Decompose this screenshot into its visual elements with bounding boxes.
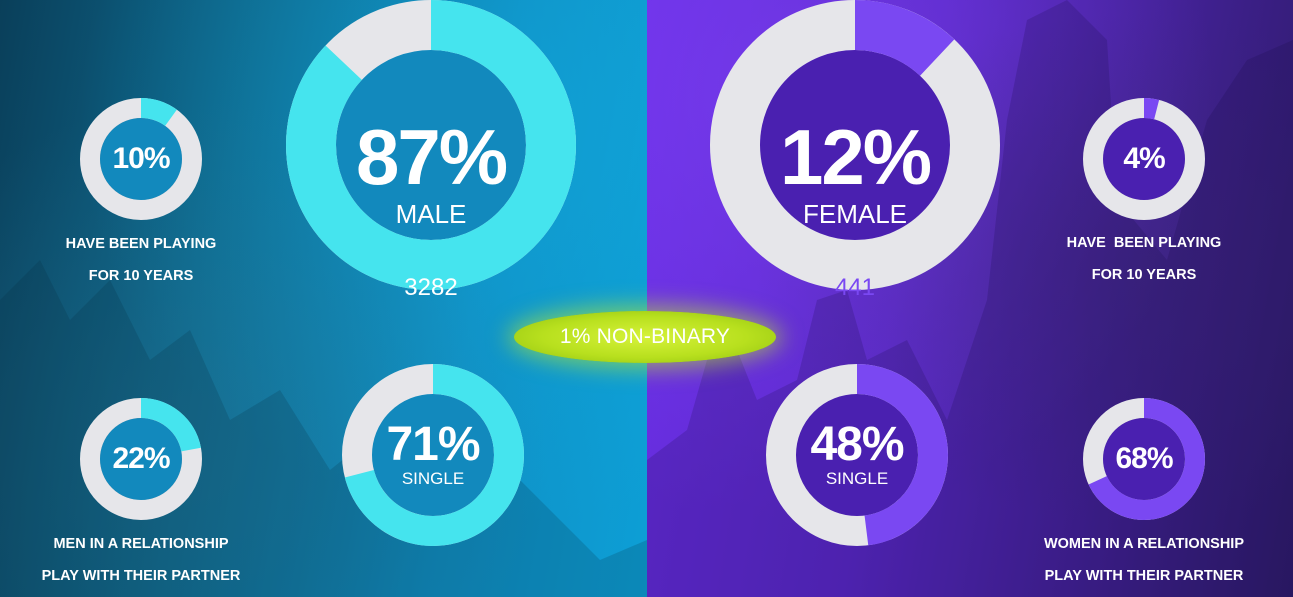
female-relationship-caption-line1: WOMEN IN A RELATIONSHIP (1043, 536, 1245, 552)
male-single-sublabel: SINGLE (401, 469, 465, 488)
donut-svg (80, 398, 202, 520)
female-relationship-percent: 68% (1115, 442, 1173, 475)
female-veteran-caption-line2: FOR 10 YEARS (1091, 267, 1197, 283)
donut-value-arc (342, 364, 524, 546)
male-relationship-caption-line2: PLAY WITH THEIR PARTNER (41, 568, 241, 584)
donut-value-arc (80, 98, 202, 220)
male-veteran-donut (80, 98, 202, 220)
donut-value-arc (1083, 398, 1205, 520)
female-veteran-caption-line1: HAVE BEEN PLAYING (1066, 235, 1222, 251)
donut-value-arc (1083, 98, 1205, 220)
donut-svg (710, 0, 1000, 290)
donut-value-arc (710, 0, 1000, 290)
donut-svg (1083, 98, 1205, 220)
female-single-sublabel: SINGLE (825, 469, 889, 488)
donut-center (1103, 418, 1185, 500)
male-single-donut (342, 364, 524, 546)
male-donut (286, 0, 576, 290)
female-count: 441 (834, 274, 876, 301)
donut-value-arc (286, 0, 576, 290)
donut-svg (342, 364, 524, 546)
donut-center (796, 394, 918, 516)
female-relationship-caption-line2: PLAY WITH THEIR PARTNER (1044, 568, 1244, 584)
donut-svg (286, 0, 576, 290)
donut-center (760, 50, 950, 240)
donut-center (1103, 118, 1185, 200)
female-veteran-percent: 4% (1123, 142, 1165, 175)
donut-svg (766, 364, 948, 546)
female-relationship-donut (1083, 398, 1205, 520)
female-percent-label: 12% (779, 113, 932, 201)
nonbinary-badge: 1% NON-BINARY (514, 311, 776, 363)
male-relationship-percent: 22% (112, 442, 170, 475)
female-single-percent: 48% (810, 418, 904, 471)
male-veteran-caption-line1: HAVE BEEN PLAYING (65, 236, 217, 252)
donut-center (100, 118, 182, 200)
male-sublabel: MALE (395, 199, 467, 229)
male-single-percent: 71% (386, 418, 480, 471)
donut-center (336, 50, 526, 240)
female-donut (710, 0, 1000, 290)
donut-value-arc (80, 398, 202, 520)
male-relationship-caption-line1: MEN IN A RELATIONSHIP (53, 536, 229, 552)
male-relationship-donut (80, 398, 202, 520)
male-percent-label: 87% (355, 113, 508, 201)
donut-center (100, 418, 182, 500)
female-sublabel: FEMALE (802, 199, 908, 229)
male-veteran-caption-line2: FOR 10 YEARS (88, 268, 194, 284)
donut-svg (80, 98, 202, 220)
male-count: 3282 (404, 274, 458, 301)
donut-svg (1083, 398, 1205, 520)
donut-value-arc (766, 364, 948, 546)
female-single-donut (766, 364, 948, 546)
male-veteran-percent: 10% (112, 142, 170, 175)
donut-center (372, 394, 494, 516)
female-veteran-donut (1083, 98, 1205, 220)
